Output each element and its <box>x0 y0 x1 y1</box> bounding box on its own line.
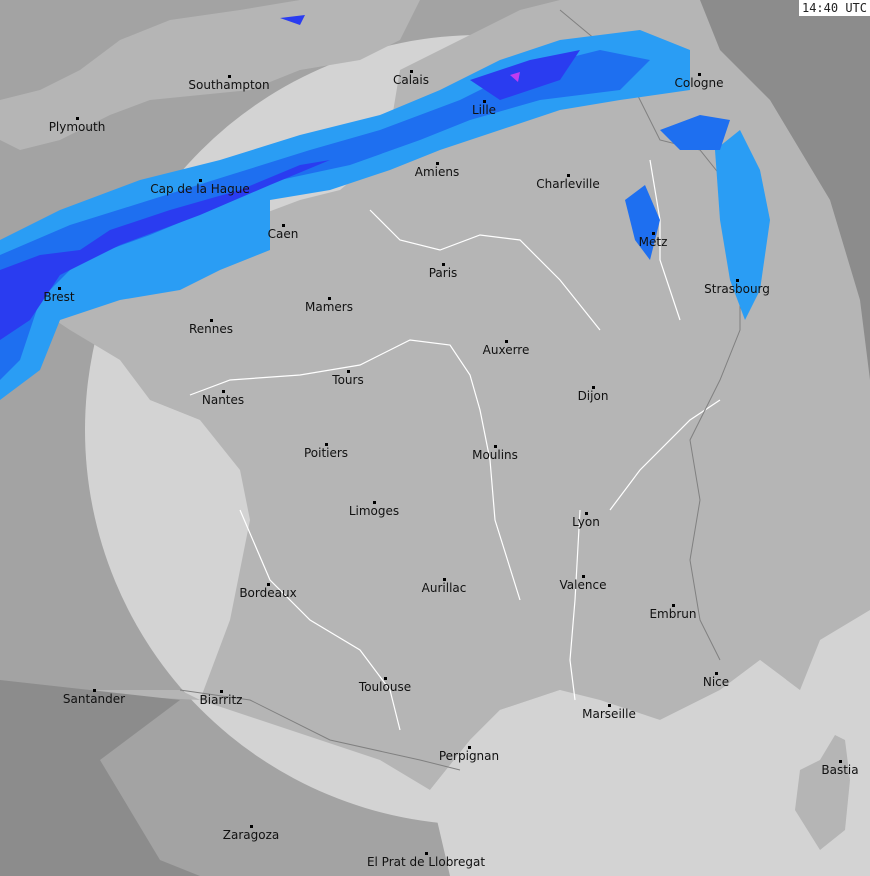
city-label: Toulouse <box>358 680 412 694</box>
outside-land-east <box>700 0 870 380</box>
city-label: Rennes <box>188 322 234 336</box>
city-label: Nice <box>702 675 730 689</box>
city-dot-icon <box>608 704 611 707</box>
city-label: El Prat de Llobregat <box>366 855 486 869</box>
city-dot-icon <box>384 677 387 680</box>
city-label: Zaragoza <box>222 828 280 842</box>
city-label: Brest <box>43 290 75 304</box>
city-label: Perpignan <box>438 749 500 763</box>
outside-land-south <box>0 680 200 876</box>
city-dot-icon <box>58 287 61 290</box>
city-dot-icon <box>443 578 446 581</box>
city-label: Cologne <box>674 76 724 90</box>
city-dot-icon <box>436 162 439 165</box>
city-dot-icon <box>442 263 445 266</box>
city-dot-icon <box>715 672 718 675</box>
city-dot-icon <box>228 75 231 78</box>
city-dot-icon <box>373 501 376 504</box>
city-dot-icon <box>698 73 701 76</box>
city-label: Amiens <box>414 165 460 179</box>
city-label: Mamers <box>305 300 353 314</box>
city-label: Metz <box>638 235 668 249</box>
city-dot-icon <box>652 232 655 235</box>
city-label: Plymouth <box>48 120 106 134</box>
city-dot-icon <box>250 825 253 828</box>
city-label: Embrun <box>649 607 697 621</box>
city-dot-icon <box>468 746 471 749</box>
timestamp-label: 14:40 UTC <box>798 0 870 16</box>
corsica <box>795 735 850 850</box>
city-dot-icon <box>672 604 675 607</box>
city-label: Lyon <box>572 515 600 529</box>
city-label: Moulins <box>472 448 518 462</box>
city-label: Caen <box>267 227 299 241</box>
city-dot-icon <box>736 279 739 282</box>
city-dot-icon <box>210 319 213 322</box>
city-dot-icon <box>839 760 842 763</box>
city-dot-icon <box>494 445 497 448</box>
city-label: Calais <box>392 73 430 87</box>
city-dot-icon <box>505 340 508 343</box>
city-dot-icon <box>483 100 486 103</box>
city-label: Tours <box>332 373 364 387</box>
city-label: Auxerre <box>482 343 530 357</box>
city-dot-icon <box>567 174 570 177</box>
city-dot-icon <box>582 575 585 578</box>
city-label: Strasbourg <box>704 282 770 296</box>
city-label: Bordeaux <box>239 586 297 600</box>
city-dot-icon <box>585 512 588 515</box>
precipitation <box>0 15 770 400</box>
city-label: Aurillac <box>421 581 467 595</box>
england-land <box>0 0 420 150</box>
rivers <box>189 159 721 731</box>
city-dot-icon <box>267 583 270 586</box>
city-dot-icon <box>93 689 96 692</box>
city-label: Poitiers <box>303 446 349 460</box>
city-dot-icon <box>592 386 595 389</box>
city-label: Charleville <box>536 177 600 191</box>
city-dot-icon <box>325 443 328 446</box>
city-label: Lille <box>471 103 497 117</box>
city-label: Bastia <box>821 763 859 777</box>
city-label: Biarritz <box>199 693 243 707</box>
city-label: Marseille <box>582 707 636 721</box>
city-label: Nantes <box>201 393 245 407</box>
mediterranean <box>430 610 870 876</box>
city-label: Cap de la Hague <box>150 182 250 196</box>
city-label: Southampton <box>188 78 270 92</box>
city-label: Santander <box>62 692 126 706</box>
city-dot-icon <box>220 690 223 693</box>
city-label: Dijon <box>577 389 609 403</box>
city-dot-icon <box>328 297 331 300</box>
city-dot-icon <box>199 179 202 182</box>
city-dot-icon <box>76 117 79 120</box>
city-label: Limoges <box>348 504 400 518</box>
city-dot-icon <box>282 224 285 227</box>
city-dot-icon <box>222 390 225 393</box>
city-dot-icon <box>347 370 350 373</box>
city-label: Valence <box>559 578 607 592</box>
city-dot-icon <box>425 852 428 855</box>
city-label: Paris <box>428 266 458 280</box>
borders <box>179 9 741 771</box>
city-dot-icon <box>410 70 413 73</box>
